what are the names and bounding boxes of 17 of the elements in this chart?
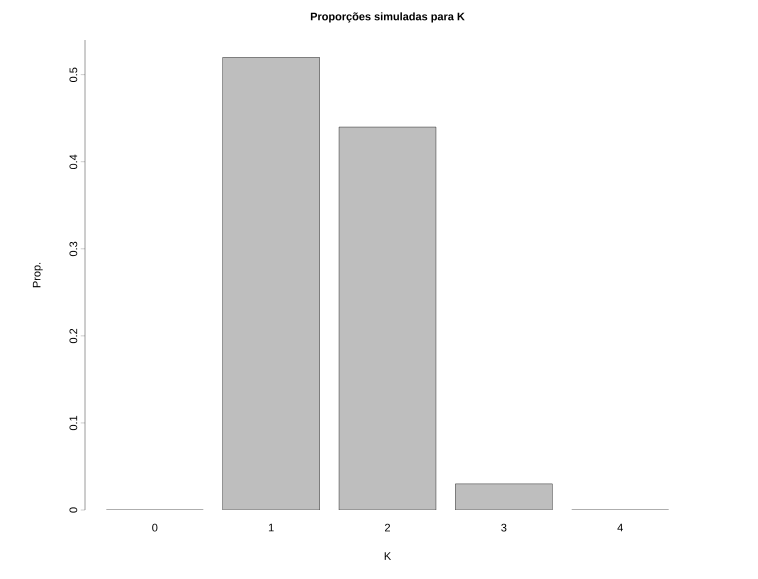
x-tick-label: 0 bbox=[152, 524, 158, 532]
x-tick-label: 1 bbox=[268, 524, 274, 532]
bar bbox=[339, 127, 436, 510]
x-tick-label: 2 bbox=[385, 524, 390, 532]
y-tick-label: 0.4 bbox=[69, 154, 78, 170]
bar bbox=[222, 57, 320, 510]
x-tick-label: 4 bbox=[617, 524, 623, 532]
y-axis-title: Prop. bbox=[32, 262, 43, 288]
y-tick-label: 0 bbox=[69, 507, 78, 513]
y-tick-label: 0.5 bbox=[69, 68, 78, 82]
y-tick-label: 0.1 bbox=[69, 416, 78, 430]
chart-title: Proporções simuladas para K bbox=[310, 12, 465, 23]
bar bbox=[455, 484, 552, 510]
y-tick-label: 0.3 bbox=[69, 242, 78, 256]
y-tick-label: 0.2 bbox=[69, 328, 78, 344]
x-axis-title: K bbox=[384, 552, 392, 560]
x-tick-label: 3 bbox=[501, 524, 506, 532]
